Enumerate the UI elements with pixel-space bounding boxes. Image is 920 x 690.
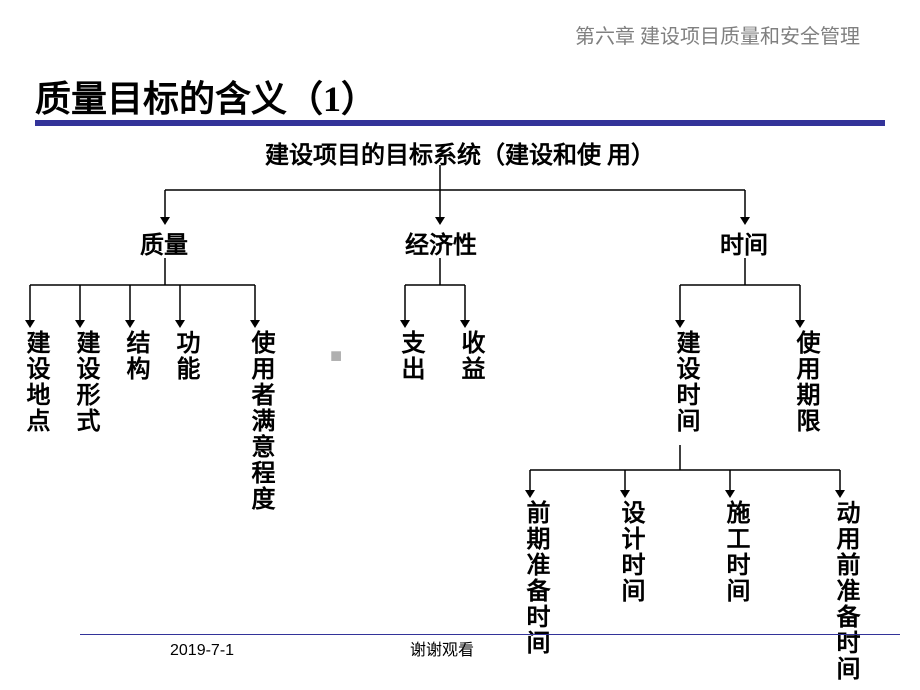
node-time-child-0: 建设时间 [668,330,703,434]
node-economy: 经济性 [405,225,477,260]
node-quality-child-0: 建设地点 [18,330,53,434]
node-quality-child-3: 功能 [168,330,203,382]
node-quality: 质量 [140,225,188,260]
node-ctime-child-1: 设计时间 [613,500,648,604]
node-quality-child-1: 建设形式 [68,330,103,434]
node-quality-child-2: 结构 [118,330,153,382]
node-ctime-child-3: 动用前准备时间 [828,500,863,682]
footer-text: 谢谢观看 [410,636,474,660]
footer-date: 2019-7-1 [170,642,234,660]
node-quality-child-4: 使用者满意程度 [243,330,278,512]
node-economy-child-0: 支出 [393,330,428,382]
footer-line [80,634,900,635]
node-ctime-child-2: 施工时间 [718,500,753,604]
node-ctime-child-0: 前期准备时间 [518,500,553,656]
node-time-child-1: 使用期限 [788,330,823,434]
node-economy-child-1: 收益 [453,330,488,382]
node-time: 时间 [720,225,768,260]
watermark-dot: ■ [330,345,342,368]
